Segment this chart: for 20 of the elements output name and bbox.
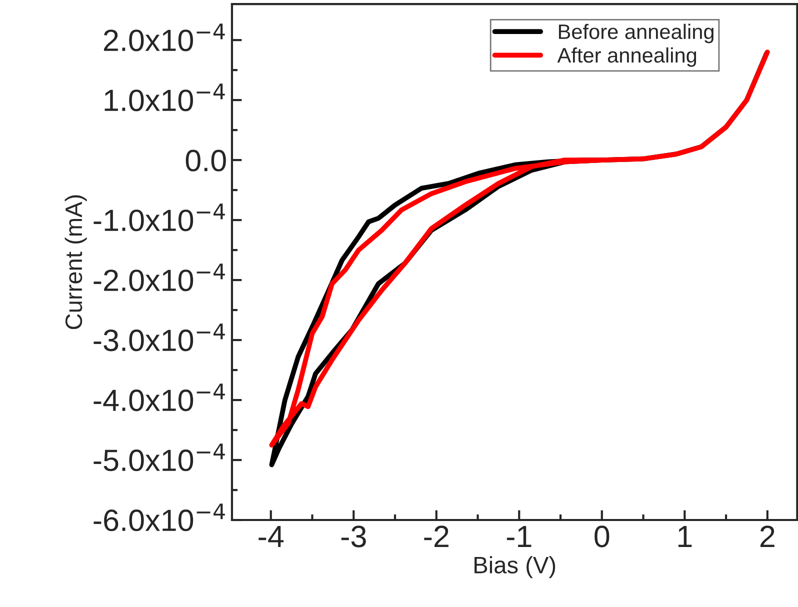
y-tick-label: -6.0x10$^{−4}$ — [94, 504, 225, 532]
x-axis-title: Bias (V) — [474, 556, 556, 578]
y-tick-label: -4.0x10$^{−4}$ — [94, 384, 225, 412]
legend-label: Before annealing — [558, 24, 714, 44]
x-tick-label: -3 — [341, 526, 366, 548]
x-tick-label: 0 — [594, 526, 610, 548]
legend-label: After annealing — [557, 47, 696, 67]
y-axis-title: Current (mA) — [64, 195, 87, 330]
y-tick-label: -5.0x10$^{−4}$ — [94, 444, 225, 472]
x-tick-label: 2 — [760, 526, 774, 548]
y-tick-label: -3.0x10$^{−4}$ — [94, 324, 225, 352]
x-tick-label: 1 — [678, 526, 692, 548]
y-tick-label: -2.0x10$^{−4}$ — [94, 264, 225, 292]
y-tick-label: 2.0x10$^{−4}$ — [104, 24, 225, 52]
y-tick-label: -1.0x10$^{−4}$ — [94, 204, 225, 232]
x-tick-label: -4 — [258, 526, 284, 548]
y-tick-label: 1.0x10$^{−4}$ — [104, 84, 225, 112]
x-tick-label: -2 — [424, 526, 448, 548]
y-tick-label: 0.0 — [186, 150, 226, 172]
x-tick-label: -1 — [506, 526, 532, 548]
